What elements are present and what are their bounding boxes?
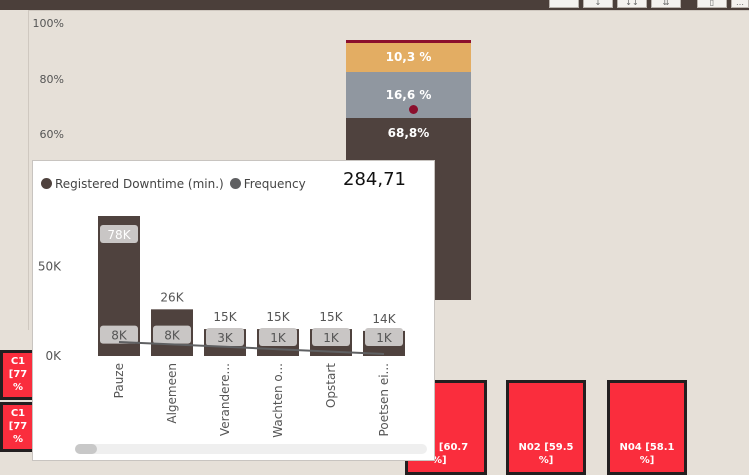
data-label: 15K	[266, 310, 290, 324]
scrollbar-thumb[interactable]	[75, 444, 97, 454]
downtime-chart: 0K 50K 78K 8K Pauze 26K 8K Algemeen 15K 3K Verande…	[38, 216, 405, 438]
category-label: Wachten o...	[271, 363, 285, 438]
tile-label: N02 [59.5	[518, 442, 574, 453]
tooltip-card: Registered Downtime (min.) Frequency 284,…	[32, 160, 435, 461]
data-label-bg	[259, 328, 297, 346]
scrollbar-track[interactable]	[75, 444, 427, 454]
legend: Registered Downtime (min.) Frequency	[41, 177, 312, 191]
data-label: 1K	[376, 331, 393, 345]
data-label: 78K	[107, 228, 131, 242]
data-label-bg	[153, 325, 191, 344]
legend-label: Frequency	[243, 177, 306, 191]
tile-label: N04 [58.1	[619, 442, 675, 453]
category-label: Opstart	[324, 363, 338, 408]
legend-item-downtime[interactable]: Registered Downtime (min.)	[41, 177, 224, 191]
bar-accent-strip	[346, 40, 471, 43]
blank-icon[interactable]	[549, 0, 579, 8]
data-label: 15K	[213, 310, 237, 324]
tile-label: %]	[432, 455, 447, 466]
chart-frame	[28, 10, 749, 330]
callout-arrow-icon	[433, 167, 442, 185]
drill-down-icon[interactable]: ↓	[583, 0, 613, 8]
tile-label: [77	[8, 421, 28, 432]
tile-label: %	[12, 434, 24, 445]
y-tick-label: 50K	[38, 259, 62, 273]
tile-label: [77	[8, 369, 28, 380]
data-label: 3K	[217, 331, 234, 345]
data-label: 1K	[323, 331, 340, 345]
tile-c1-a[interactable]: C1 [77 %	[0, 350, 36, 400]
tile-label: C1	[10, 408, 26, 419]
tile-n02[interactable]: N02 [59.5 %]	[506, 380, 586, 475]
data-label-bg	[100, 225, 138, 243]
segment-grey[interactable]: 16,6 %	[346, 72, 471, 118]
segment-dark[interactable]: 68,8%	[387, 126, 430, 140]
legend-label: Registered Downtime (min.)	[55, 177, 224, 191]
y-tick-label: 0K	[45, 349, 62, 363]
category-label: Verandere...	[218, 363, 232, 436]
data-label: 8K	[111, 329, 128, 343]
tile-label: %	[12, 382, 24, 393]
y-tick-60: 60%	[39, 128, 64, 141]
category-label: Poetsen ei...	[377, 363, 391, 436]
data-label-bg	[100, 325, 138, 344]
legend-dot-icon	[41, 178, 52, 189]
tile-label: l [60.7	[432, 442, 469, 453]
tile-label: %]	[639, 455, 655, 466]
legend-item-frequency[interactable]: Frequency	[229, 177, 306, 191]
tooltip-value: 284,71	[343, 169, 406, 190]
tile-c1-b[interactable]: C1 [77 %	[0, 402, 36, 452]
tile-label: %]	[538, 455, 554, 466]
tile-label: C1	[10, 356, 26, 367]
data-label: 15K	[319, 310, 343, 324]
data-label-bg	[206, 328, 244, 346]
category-label: Algemeen	[165, 363, 179, 424]
expand-all-down-icon[interactable]: ↓↓	[617, 0, 647, 8]
legend-dot-icon	[229, 178, 241, 189]
expand-next-level-icon[interactable]: ⇊	[651, 0, 681, 8]
frequency-line	[118, 341, 385, 355]
segment-orange[interactable]: 10,3 %	[346, 43, 471, 72]
more-options-icon[interactable]: …	[731, 0, 749, 8]
tile-n04[interactable]: N04 [58.1 %]	[607, 380, 687, 475]
category-label: Pauze	[112, 363, 126, 398]
marker-dot	[409, 105, 418, 114]
y-tick-80: 80%	[39, 73, 64, 86]
data-label: 1K	[270, 331, 287, 345]
data-label-bg	[365, 328, 403, 346]
data-label: 8K	[164, 329, 181, 343]
y-tick-100: 100%	[32, 17, 64, 30]
data-label: 26K	[160, 290, 184, 304]
top-bar	[0, 0, 749, 10]
focus-mode-icon[interactable]: ▯	[697, 0, 727, 8]
data-label-bg	[312, 328, 350, 346]
data-label: 14K	[372, 312, 396, 326]
